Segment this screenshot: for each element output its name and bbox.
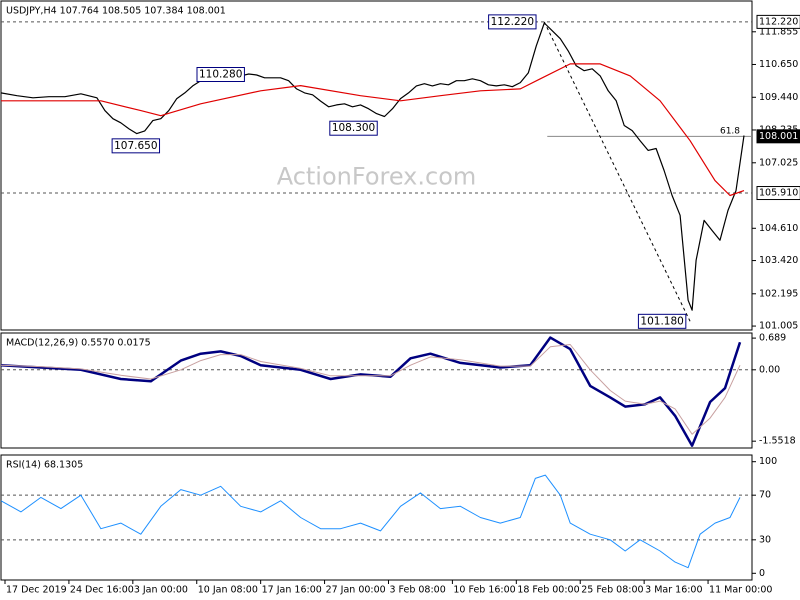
annotation: 110.280	[199, 69, 242, 81]
x-tick-label: 11 Mar 00:00	[709, 585, 772, 596]
annotation-box	[111, 138, 161, 154]
y-tick-label: 70	[759, 490, 771, 501]
y-tick-label: 110.650	[759, 59, 798, 70]
level-label: 112.220	[759, 16, 798, 27]
x-tick-label: 18 Feb 00:00	[517, 585, 579, 596]
y-tick-label: -1.5518	[759, 436, 796, 447]
annotation: 112.220	[491, 16, 534, 28]
y-tick-label: 101.005	[759, 321, 798, 332]
level-label-box	[756, 186, 800, 201]
panel-frame	[0, 0, 753, 331]
y-tick-label: 109.440	[759, 92, 798, 103]
x-tick-label: 10 Jan 08:00	[198, 585, 258, 596]
annotation-box	[488, 14, 537, 30]
annotation: 107.650	[114, 140, 157, 152]
level-label: 105.910	[759, 188, 798, 199]
y-tick-label: 104.610	[759, 223, 798, 234]
y-tick-label: 102.195	[759, 288, 798, 299]
level-label-box	[756, 14, 800, 29]
trendline	[543, 21, 691, 322]
y-tick-label: 30	[759, 534, 771, 545]
series-line	[0, 474, 741, 569]
x-tick-label: 3 Feb 08:00	[389, 585, 445, 596]
panel-title: RSI(14) 68.1305	[6, 460, 83, 471]
panel-title: MACD(12,26,9) 0.5570 0.0175	[6, 338, 151, 349]
annotation-box	[329, 120, 378, 136]
x-tick-label: 17 Jan 16:00	[262, 585, 322, 596]
panel-title: USDJPY,H4 107.764 108.505 107.384 108.00…	[6, 6, 226, 17]
series-line	[1, 63, 745, 197]
x-tick-label: 3 Mar 16:00	[645, 585, 702, 596]
level-label: 108.001	[759, 131, 798, 142]
panel-frame	[0, 454, 753, 581]
y-tick-label: 0.689	[759, 333, 786, 344]
level-label-box	[756, 129, 800, 144]
annotation: 108.300	[332, 122, 375, 134]
watermark: ActionForex.com	[277, 163, 477, 191]
x-tick-label: 27 Jan 00:00	[326, 585, 386, 596]
x-tick-label: 3 Jan 00:00	[134, 585, 188, 596]
panel-frame	[0, 332, 753, 449]
annotation-box	[637, 313, 687, 329]
series-line	[0, 22, 745, 311]
series-line	[0, 344, 741, 435]
y-tick-label: 0.00	[759, 364, 780, 375]
y-tick-label: 111.855	[759, 26, 798, 37]
y-tick-label: 107.025	[759, 157, 798, 168]
annotation: 101.180	[640, 315, 683, 327]
y-tick-label: 100	[759, 456, 777, 467]
x-tick-label: 25 Feb 08:00	[581, 585, 643, 596]
series-line	[0, 336, 742, 447]
y-tick-label: 103.420	[759, 255, 798, 266]
y-tick-label: 0	[759, 568, 765, 579]
x-tick-label: 10 Feb 16:00	[453, 585, 515, 596]
x-tick-label: 17 Dec 2019	[6, 585, 67, 596]
annotation: 61.8	[720, 126, 740, 136]
annotation-box	[196, 67, 245, 83]
x-tick-label: 24 Dec 16:00	[70, 585, 134, 596]
